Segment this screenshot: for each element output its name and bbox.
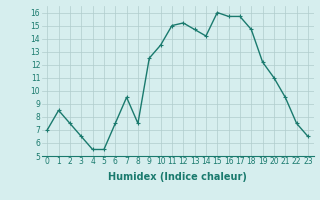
X-axis label: Humidex (Indice chaleur): Humidex (Indice chaleur) (108, 172, 247, 182)
